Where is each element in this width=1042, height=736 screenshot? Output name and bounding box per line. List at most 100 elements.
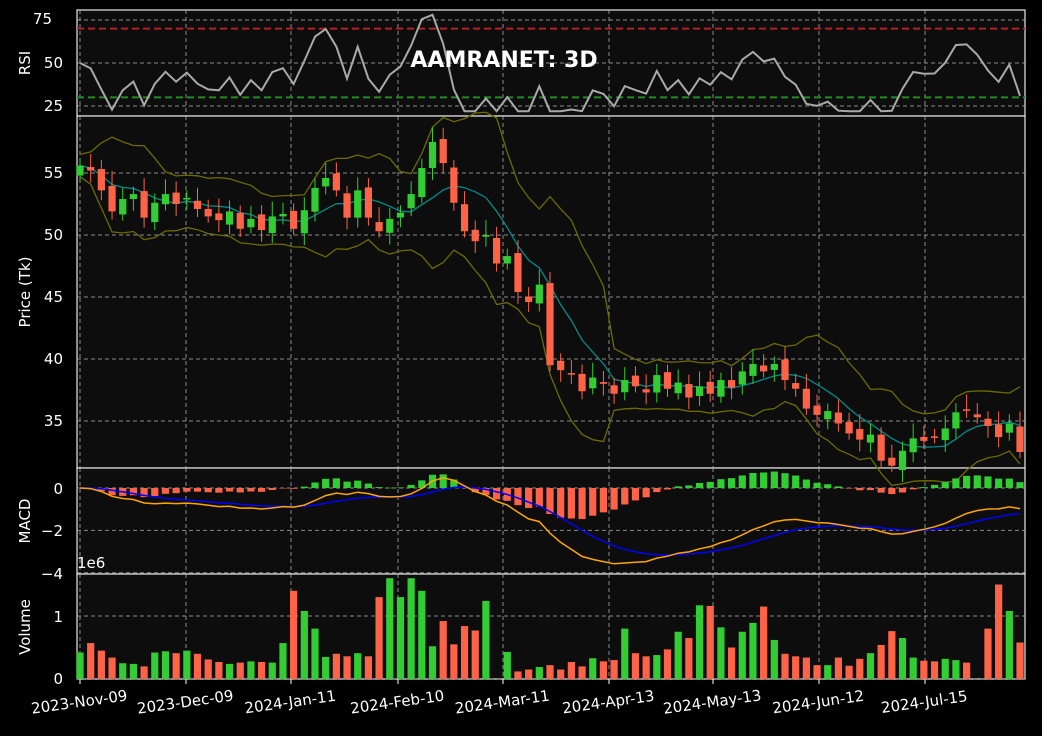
- volume-bar: [888, 631, 896, 679]
- candle-body: [930, 436, 939, 438]
- volume-bar: [204, 659, 212, 679]
- macd-histogram-bar: [717, 479, 725, 488]
- rsi-line: [79, 13, 1021, 113]
- candle-body: [492, 237, 501, 264]
- macd-histogram-bar: [621, 488, 629, 505]
- x-tick-label: 2023-Nov-09: [30, 686, 129, 717]
- candle-body: [792, 383, 800, 389]
- candle-body: [727, 380, 736, 388]
- candle-body: [621, 380, 629, 393]
- macd-histogram-bar: [631, 488, 640, 501]
- macd-histogram-bar: [760, 472, 768, 488]
- candle-body: [770, 363, 778, 370]
- volume-bar: [898, 638, 907, 679]
- volume-bar: [428, 646, 437, 679]
- volume-bar: [225, 663, 234, 679]
- macd-histogram-bar: [578, 488, 586, 520]
- volume-bar: [343, 656, 351, 679]
- candle-body: [193, 200, 202, 209]
- volume-bar: [760, 606, 768, 679]
- volume-bar: [396, 597, 405, 679]
- candle-body: [535, 284, 543, 304]
- candle-body: [460, 204, 469, 232]
- volume-bar: [920, 660, 928, 679]
- macd-histogram-bar: [952, 478, 960, 488]
- candle-body: [343, 193, 351, 218]
- candle-body: [557, 360, 565, 371]
- volume-bar: [802, 657, 810, 679]
- candle-body: [161, 194, 170, 205]
- macd-histogram-bar: [824, 484, 832, 488]
- macd-histogram-bar: [450, 479, 458, 488]
- candle-body: [151, 202, 159, 223]
- candle-body: [108, 185, 116, 212]
- candle-body: [952, 412, 960, 429]
- volume-bar: [674, 631, 682, 679]
- volume-bar: [567, 661, 575, 679]
- candle-body: [279, 213, 287, 217]
- macd-histogram-bar: [973, 475, 981, 488]
- volume-bar: [354, 653, 362, 679]
- candle-body: [813, 405, 821, 415]
- macd-histogram-bar: [375, 487, 383, 488]
- rsi-tick-75: 75: [33, 10, 52, 28]
- volume-bar: [824, 665, 832, 679]
- volume-bar: [193, 653, 202, 679]
- volume-bar: [834, 657, 843, 679]
- macd-histogram-bar: [161, 488, 170, 494]
- candle-body: [888, 457, 896, 466]
- candle-body: [845, 421, 853, 434]
- candle-body: [386, 218, 394, 233]
- macd-histogram-bar: [962, 475, 971, 488]
- volume-layer: [76, 578, 1024, 679]
- macd-histogram-bar: [129, 488, 138, 496]
- x-tick-label: 2024-Jan-11: [243, 687, 337, 718]
- volume-bar: [161, 651, 170, 679]
- candle-body: [364, 187, 373, 218]
- volume-bar: [439, 621, 447, 679]
- candle-body: [877, 434, 885, 461]
- macd-histogram-bar: [193, 488, 202, 492]
- macd-histogram-bar: [706, 481, 714, 488]
- candle-body: [567, 373, 575, 375]
- x-axis-labels: 2023-Nov-09 2023-Dec-09 2024-Jan-11 2024-Fe…: [30, 686, 969, 718]
- volume-bar: [279, 643, 287, 679]
- volume-bar: [129, 663, 138, 679]
- volume-bar: [792, 656, 800, 679]
- candle-body: [257, 214, 266, 231]
- macd-histogram-bar: [183, 488, 191, 492]
- macd-histogram-bar: [407, 484, 415, 488]
- macd-histogram-bar: [290, 488, 298, 489]
- candle-body: [300, 210, 308, 234]
- candle-body: [653, 375, 661, 393]
- chart-title: AAMRANET: 3D: [410, 48, 597, 73]
- volume-bar: [460, 626, 469, 679]
- volume-bar: [706, 605, 714, 679]
- macd-histogram-bar: [642, 488, 650, 498]
- macd-panel: [76, 467, 1026, 575]
- candle-body: [439, 139, 447, 164]
- volume-bar: [738, 631, 746, 679]
- volume-bar: [941, 658, 949, 679]
- macd-histogram-bar: [567, 488, 575, 519]
- volume-bar: [514, 671, 522, 679]
- volume-bar: [108, 657, 116, 679]
- macd-histogram-bar: [535, 488, 543, 507]
- volume-bar: [546, 665, 554, 679]
- volume-bar: [952, 660, 960, 679]
- macd-histogram-bar: [300, 486, 308, 488]
- volume-bar: [375, 597, 383, 679]
- candle-body: [642, 389, 650, 393]
- macd-histogram-bar: [663, 488, 672, 490]
- rsi-layer: [77, 13, 1025, 113]
- macd-histogram-bar: [984, 476, 992, 488]
- macd-histogram-bar: [97, 488, 105, 492]
- candle-body: [311, 187, 319, 212]
- macd-histogram-bar: [439, 474, 447, 488]
- volume-bar: [215, 661, 223, 679]
- macd-histogram-bar: [589, 488, 597, 516]
- candle-body: [866, 434, 875, 443]
- volume-bar: [995, 584, 1003, 679]
- rsi-tick-25: 25: [44, 97, 63, 115]
- candle-body: [236, 212, 244, 229]
